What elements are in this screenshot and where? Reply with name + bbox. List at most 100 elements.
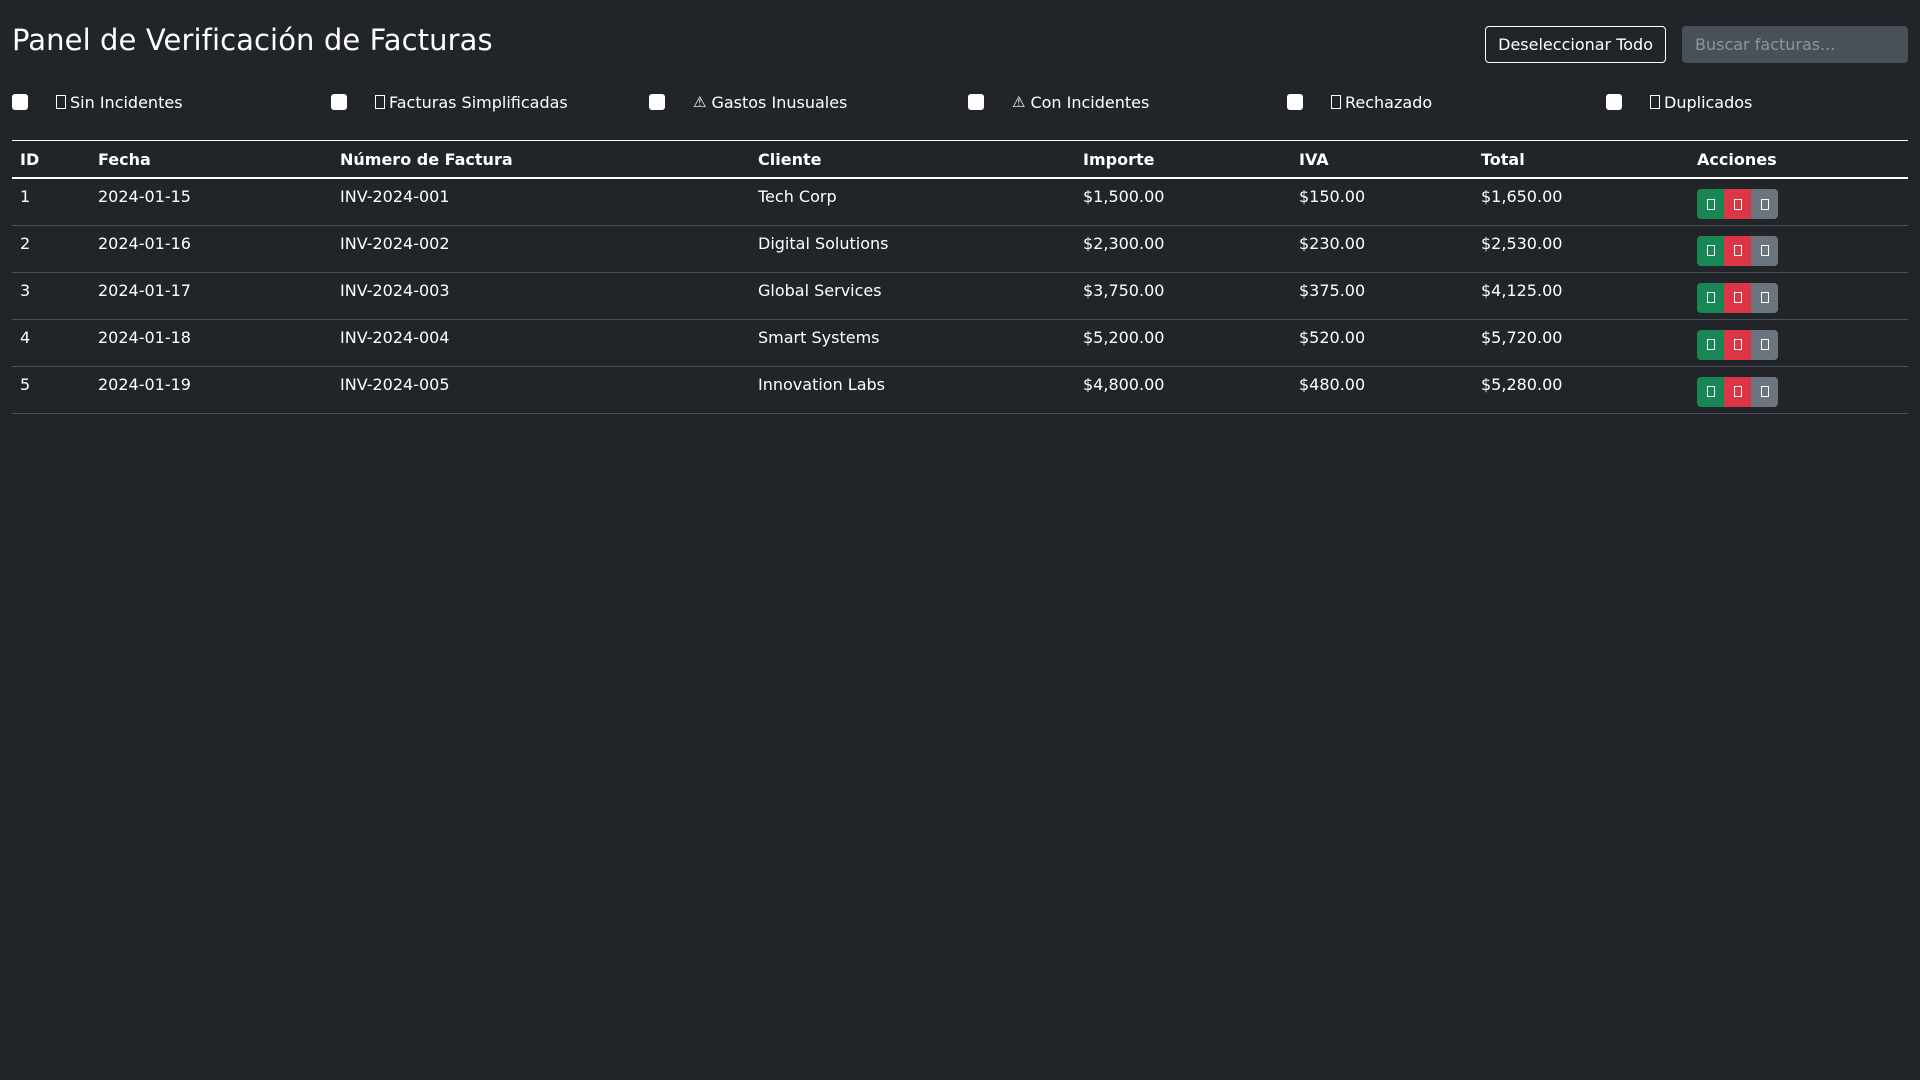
approve-button[interactable] xyxy=(1697,376,1724,407)
column-header-total[interactable]: Total xyxy=(1473,140,1689,179)
view-button[interactable] xyxy=(1751,235,1778,266)
cell-fecha: 2024-01-16 xyxy=(90,225,332,273)
cell-iva: $150.00 xyxy=(1291,178,1473,226)
filter-checkbox[interactable] xyxy=(968,94,984,110)
x-icon xyxy=(1733,292,1742,303)
cell-numero: INV-2024-003 xyxy=(332,272,750,320)
cell-importe: $4,800.00 xyxy=(1075,366,1291,414)
approve-button[interactable] xyxy=(1697,235,1724,266)
reject-button[interactable] xyxy=(1724,329,1751,360)
cell-numero: INV-2024-005 xyxy=(332,366,750,414)
filter-rechazado[interactable]: Rechazado xyxy=(1287,91,1432,113)
cell-total: $5,280.00 xyxy=(1473,366,1689,414)
filter-label: Con Incidentes xyxy=(1030,92,1150,112)
eye-icon xyxy=(1760,198,1769,210)
eye-icon xyxy=(1760,292,1769,303)
reject-button[interactable] xyxy=(1724,235,1751,266)
filter-label: Sin Incidentes xyxy=(70,92,183,112)
cell-acciones xyxy=(1689,272,1908,320)
column-header-importe[interactable]: Importe xyxy=(1075,140,1291,179)
cell-numero: INV-2024-001 xyxy=(332,178,750,226)
check-icon xyxy=(1706,339,1715,350)
receipt-icon xyxy=(375,95,385,109)
table-row[interactable]: 5 2024-01-19 INV-2024-005 Innovation Lab… xyxy=(12,366,1908,414)
filter-checkbox[interactable] xyxy=(649,94,665,110)
cell-fecha: 2024-01-19 xyxy=(90,366,332,414)
cell-cliente: Global Services xyxy=(750,272,1075,320)
cell-iva: $480.00 xyxy=(1291,366,1473,414)
approve-button[interactable] xyxy=(1697,329,1724,360)
check-icon xyxy=(1706,386,1715,397)
filter-checkbox[interactable] xyxy=(1606,94,1622,110)
view-button[interactable] xyxy=(1751,329,1778,360)
table-row[interactable]: 1 2024-01-15 INV-2024-001 Tech Corp $1,5… xyxy=(12,178,1908,226)
table-header-row: ID Fecha Número de Factura Cliente Impor… xyxy=(12,140,1908,179)
filter-label: Duplicados xyxy=(1664,92,1753,112)
cell-iva: $375.00 xyxy=(1291,272,1473,320)
warning-icon: ⚠ xyxy=(693,93,707,111)
action-buttons xyxy=(1697,189,1778,219)
action-buttons xyxy=(1697,329,1778,360)
x-icon xyxy=(1331,95,1341,109)
page-title: Panel de Verificación de Facturas xyxy=(12,23,493,57)
x-icon xyxy=(1733,339,1742,350)
check-icon xyxy=(1706,198,1715,210)
action-buttons xyxy=(1697,282,1778,313)
column-header-fecha[interactable]: Fecha xyxy=(90,140,332,179)
cell-acciones xyxy=(1689,225,1908,273)
column-header-id[interactable]: ID xyxy=(12,140,90,179)
cell-total: $5,720.00 xyxy=(1473,319,1689,367)
filter-sin-incidentes[interactable]: Sin Incidentes xyxy=(12,91,183,113)
cell-iva: $230.00 xyxy=(1291,225,1473,273)
column-header-acciones: Acciones xyxy=(1689,140,1908,179)
action-buttons xyxy=(1697,235,1778,266)
reject-button[interactable] xyxy=(1724,189,1751,219)
filter-con-incidentes[interactable]: ⚠ Con Incidentes xyxy=(968,91,1149,113)
filter-facturas-simplificadas[interactable]: Facturas Simplificadas xyxy=(331,91,568,113)
cell-total: $2,530.00 xyxy=(1473,225,1689,273)
page-header: Panel de Verificación de Facturas Desele… xyxy=(12,20,1908,68)
reject-button[interactable] xyxy=(1724,376,1751,407)
cell-acciones xyxy=(1689,366,1908,414)
invoice-table: ID Fecha Número de Factura Cliente Impor… xyxy=(12,140,1908,414)
filter-checkbox[interactable] xyxy=(331,94,347,110)
reject-button[interactable] xyxy=(1724,282,1751,313)
column-header-numero[interactable]: Número de Factura xyxy=(332,140,750,179)
view-button[interactable] xyxy=(1751,282,1778,313)
filter-checkbox[interactable] xyxy=(1287,94,1303,110)
eye-icon xyxy=(1760,386,1769,397)
cell-numero: INV-2024-002 xyxy=(332,225,750,273)
deselect-all-button[interactable]: Deseleccionar Todo xyxy=(1485,26,1666,63)
cell-fecha: 2024-01-18 xyxy=(90,319,332,367)
table-row[interactable]: 4 2024-01-18 INV-2024-004 Smart Systems … xyxy=(12,319,1908,367)
table-row[interactable]: 3 2024-01-17 INV-2024-003 Global Service… xyxy=(12,272,1908,320)
cell-cliente: Innovation Labs xyxy=(750,366,1075,414)
approve-button[interactable] xyxy=(1697,282,1724,313)
eye-icon xyxy=(1760,339,1769,350)
cell-id: 2 xyxy=(12,225,90,273)
x-icon xyxy=(1733,198,1742,210)
search-input[interactable] xyxy=(1682,26,1908,63)
filter-label: Gastos Inusuales xyxy=(711,92,848,112)
check-icon xyxy=(1706,245,1715,256)
table-row[interactable]: 2 2024-01-16 INV-2024-002 Digital Soluti… xyxy=(12,225,1908,273)
cell-iva: $520.00 xyxy=(1291,319,1473,367)
approve-button[interactable] xyxy=(1697,189,1724,219)
cell-cliente: Tech Corp xyxy=(750,178,1075,226)
filter-duplicados[interactable]: Duplicados xyxy=(1606,91,1752,113)
column-header-cliente[interactable]: Cliente xyxy=(750,140,1075,179)
warning-icon: ⚠ xyxy=(1012,93,1026,111)
filter-checkbox[interactable] xyxy=(12,94,28,110)
view-button[interactable] xyxy=(1751,189,1778,219)
filter-bar: Sin Incidentes Facturas Simplificadas ⚠ … xyxy=(12,91,1920,113)
x-icon xyxy=(1733,245,1742,256)
header-actions: Deseleccionar Todo xyxy=(1485,26,1908,63)
view-button[interactable] xyxy=(1751,376,1778,407)
filter-gastos-inusuales[interactable]: ⚠ Gastos Inusuales xyxy=(649,91,847,113)
column-header-iva[interactable]: IVA xyxy=(1291,140,1473,179)
cell-fecha: 2024-01-17 xyxy=(90,272,332,320)
cell-total: $1,650.00 xyxy=(1473,178,1689,226)
cell-id: 3 xyxy=(12,272,90,320)
check-icon xyxy=(56,95,66,109)
eye-icon xyxy=(1760,245,1769,256)
